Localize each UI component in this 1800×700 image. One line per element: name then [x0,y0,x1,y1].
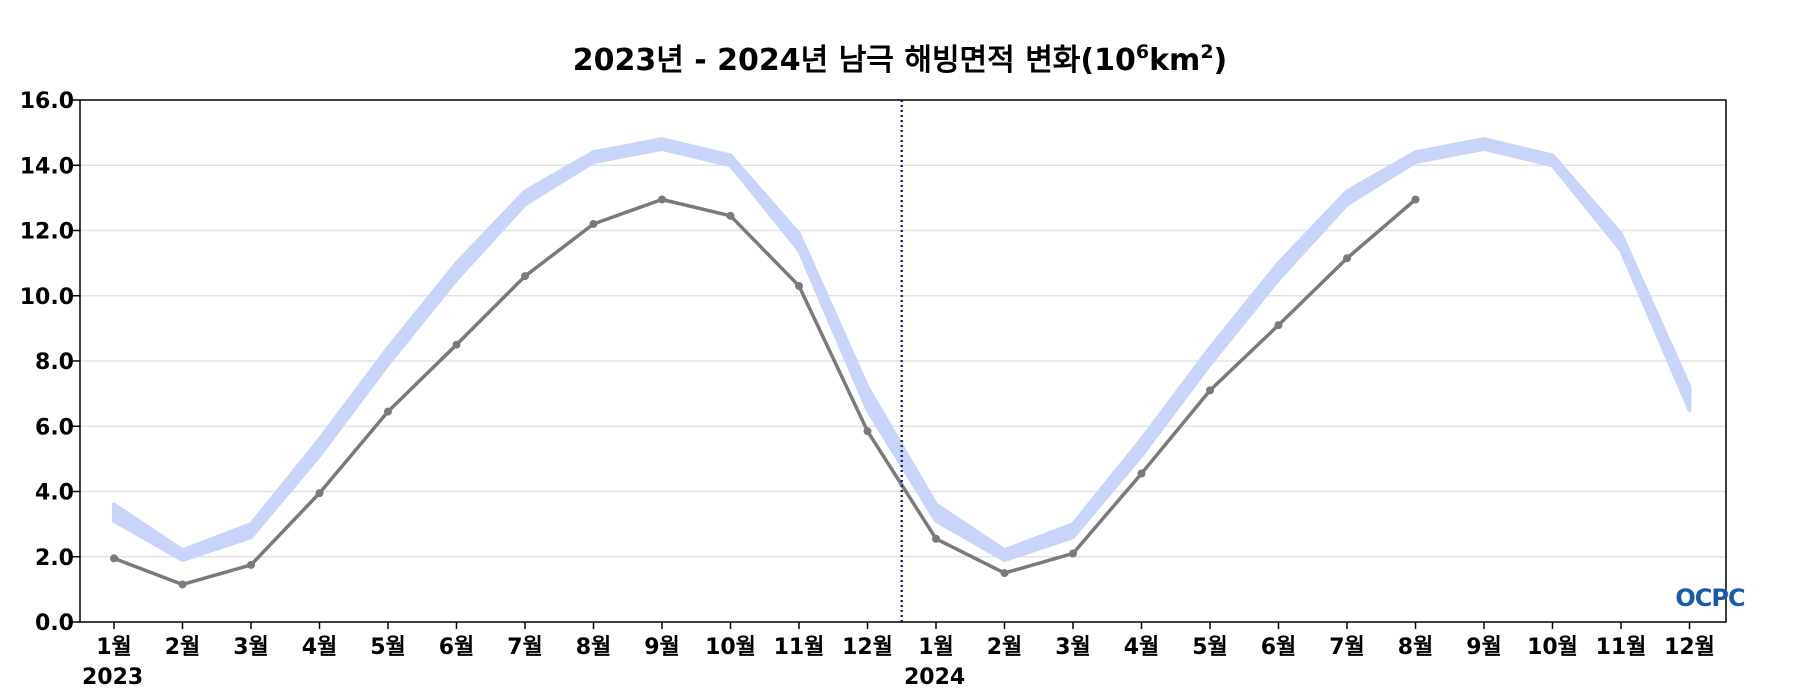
extent-point [1069,549,1077,558]
x-tick-label: 10월 [705,635,756,660]
y-tick-label: 6.0 [35,415,74,440]
year-label: 2023 [82,665,143,690]
year-labels: 2023 2024 [82,665,965,690]
x-axis-ticks: 1월 2월 3월 4월 5월 6월 7월 8월 9월 10월 11월 12월 1월 2월 3월 4월 5월 6월 7… [96,622,1715,660]
y-tick-label: 12.0 [20,220,74,245]
extent-point [110,554,118,563]
extent-point [1343,254,1351,263]
title-unit: km [1149,43,1200,78]
x-tick-label: 7월 [1329,635,1365,660]
extent-point [589,219,598,228]
x-tick-label: 11월 [1596,635,1647,660]
x-tick-label: 9월 [644,635,680,660]
x-tick-label: 1월 [96,635,132,660]
x-tick-label: 11월 [774,635,825,660]
extent-point [658,195,666,204]
x-tick-label: 10월 [1527,635,1578,660]
x-tick-label: 3월 [1055,635,1091,660]
x-tick-label: 4월 [302,635,338,660]
extent-point [1411,195,1420,204]
y-tick-label: 4.0 [35,481,74,506]
extent-point [1206,386,1214,395]
extent-point [521,272,529,281]
year-label: 2024 [904,665,965,690]
x-tick-label: 3월 [233,635,269,660]
extent-point [1000,569,1009,578]
extent-line-series [110,195,1420,589]
y-tick-label: 2.0 [35,546,74,571]
extent-point [178,580,187,589]
extent-point [863,427,872,436]
title-exponent-2: 2 [1200,41,1213,63]
title-close-paren: ) [1214,43,1228,78]
x-tick-label: 2월 [987,635,1023,660]
normal-range-band [112,137,1692,563]
y-tick-label: 16.0 [20,89,74,114]
x-tick-label: 6월 [1261,635,1297,660]
x-tick-label: 4월 [1124,635,1160,660]
y-axis-ticks: 0.0 2.0 4.0 6.0 8.0 10.0 12.0 14.0 16.0 [20,89,80,636]
title-text: 2023년 - 2024년 남극 해빙면적 변화(10 [573,43,1136,78]
y-tick-label: 0.0 [35,611,74,636]
extent-point [452,340,461,349]
x-tick-label: 8월 [1398,635,1434,660]
x-tick-label: 2월 [165,635,201,660]
normal-range-band-area [112,137,1692,563]
title-exponent-6: 6 [1136,41,1149,63]
extent-point [726,211,735,220]
x-tick-label: 12월 [842,635,893,660]
x-tick-label: 9월 [1466,635,1502,660]
y-tick-label: 10.0 [20,285,74,310]
extent-line [113,197,1417,587]
ocpc-logo: OCPC [1675,584,1746,612]
extent-point [1137,469,1146,478]
extent-point [247,560,255,569]
x-tick-label: 5월 [1192,635,1228,660]
x-tick-label: 1월 [918,635,954,660]
ocpc-logo-text: OCPC [1675,584,1745,612]
x-tick-label: 6월 [439,635,475,660]
extent-point [795,281,803,290]
chart-title: 2023년 - 2024년 남극 해빙면적 변화(106km2) [573,41,1228,78]
extent-point [1274,321,1283,330]
y-tick-label: 14.0 [20,154,74,179]
x-tick-label: 8월 [576,635,612,660]
x-tick-label: 5월 [370,635,406,660]
extent-point [315,489,324,498]
extent-point [932,534,940,543]
extent-point [384,407,392,416]
x-tick-label: 7월 [507,635,543,660]
y-tick-label: 8.0 [35,350,74,375]
x-tick-label: 12월 [1664,635,1715,660]
